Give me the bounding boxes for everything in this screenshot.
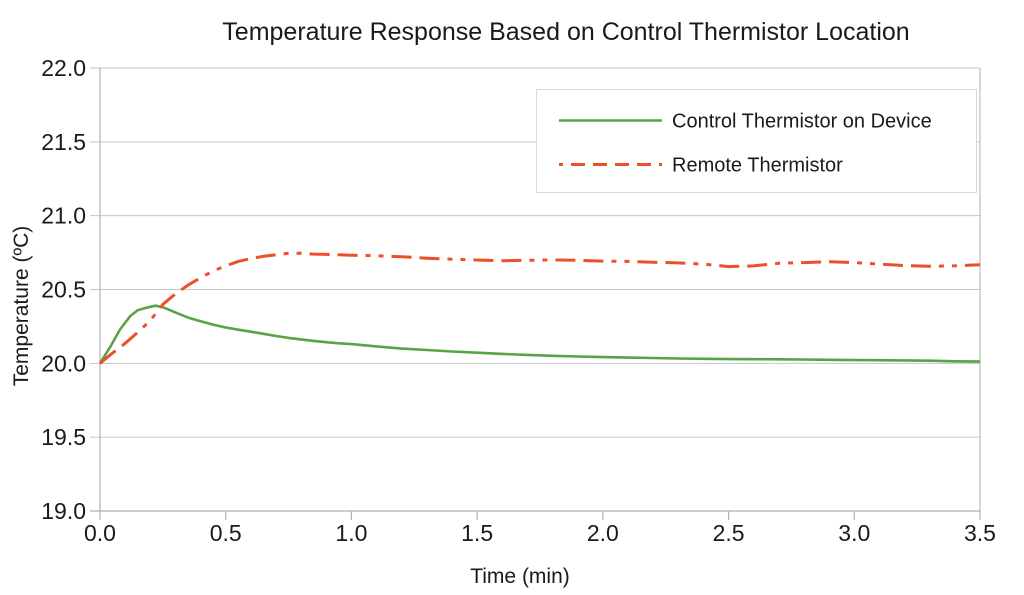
legend-box xyxy=(536,89,977,193)
legend-label-control: Control Thermistor on Device xyxy=(672,111,932,133)
x-tick-label-1.5: 1.5 xyxy=(461,520,493,546)
x-tick-label-3.0: 3.0 xyxy=(838,520,870,546)
x-tick-label-2.0: 2.0 xyxy=(587,520,619,546)
y-tick-label-21.5: 21.5 xyxy=(41,129,86,155)
x-tick-label-0.0: 0.0 xyxy=(84,520,116,546)
x-axis-title: Time (min) xyxy=(470,565,570,588)
y-tick-label-22.0: 22.0 xyxy=(41,55,86,81)
series-line-remote-thermistor xyxy=(99,251,981,365)
series-line-control-thermistor xyxy=(98,304,981,364)
y-tick-label-20.5: 20.5 xyxy=(41,277,86,303)
chart-title: Temperature Response Based on Control Th… xyxy=(222,18,909,46)
x-tick-label-2.5: 2.5 xyxy=(713,520,745,546)
x-tick-label-1.0: 1.0 xyxy=(335,520,367,546)
y-tick-label-21.0: 21.0 xyxy=(41,203,86,229)
data-series xyxy=(98,251,981,365)
legend: Control Thermistor on Device Remote Ther… xyxy=(536,89,977,193)
axes-frame xyxy=(90,68,981,520)
tick-labels: 19.0 19.5 20.0 20.5 21.0 21.5 22.0 0.0 0.5 1.0 1.5… xyxy=(41,55,996,546)
y-tick-label-20.0: 20.0 xyxy=(41,350,86,376)
x-tick-label-3.5: 3.5 xyxy=(964,520,996,546)
legend-label-remote: Remote Thermistor xyxy=(672,155,843,177)
gridlines xyxy=(90,67,980,512)
y-tick-label-19.5: 19.5 xyxy=(41,424,86,450)
x-tick-label-0.5: 0.5 xyxy=(210,520,242,546)
y-tick-label-19.0: 19.0 xyxy=(41,498,86,524)
y-axis-title: Temperature (ºC) xyxy=(10,226,33,387)
